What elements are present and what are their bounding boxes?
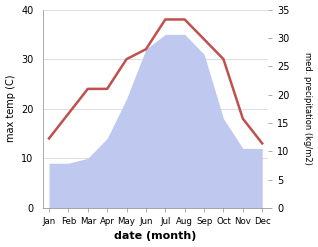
X-axis label: date (month): date (month)	[114, 231, 197, 242]
Y-axis label: med. precipitation (kg/m2): med. precipitation (kg/m2)	[303, 52, 313, 165]
Y-axis label: max temp (C): max temp (C)	[5, 75, 16, 143]
